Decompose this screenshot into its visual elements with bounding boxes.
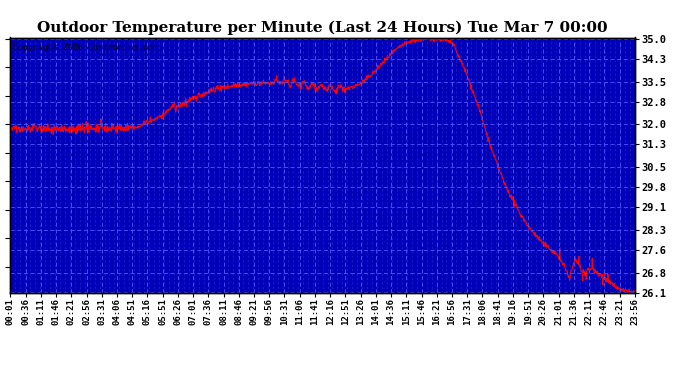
Title: Outdoor Temperature per Minute (Last 24 Hours) Tue Mar 7 00:00: Outdoor Temperature per Minute (Last 24 …: [37, 21, 608, 35]
Text: Copyright 2006 Curtronics.com: Copyright 2006 Curtronics.com: [14, 43, 159, 52]
